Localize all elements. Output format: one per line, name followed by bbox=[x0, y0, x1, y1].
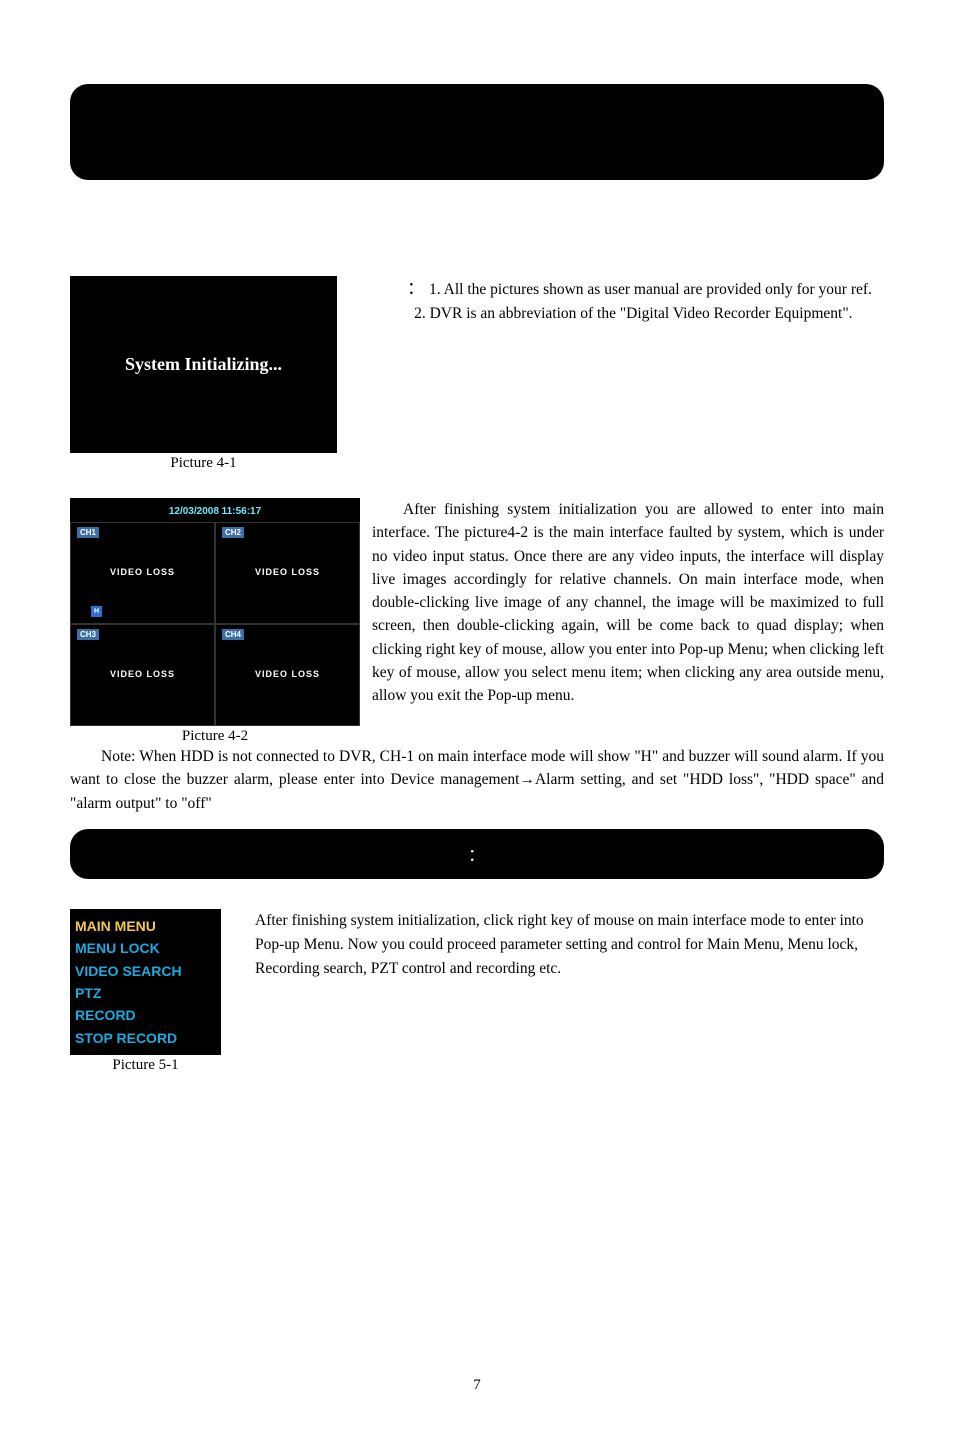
pic51-caption: Picture 5-1 bbox=[70, 1057, 221, 1074]
menu-item-5: STOP RECORD bbox=[75, 1027, 216, 1049]
pic42-timestamp: 12/03/2008 11:56:17 bbox=[70, 506, 360, 517]
note1: 1. All the pictures shown as user manual… bbox=[429, 281, 872, 298]
quad-ch2: CH2 VIDEO LOSS bbox=[215, 522, 360, 624]
pic41-side-text: ： 1. All the pictures shown as user manu… bbox=[349, 276, 884, 472]
ch1-label: CH1 bbox=[77, 527, 99, 538]
quad-ch1: CH1 VIDEO LOSS H bbox=[70, 522, 215, 624]
ch1-vloss: VIDEO LOSS bbox=[71, 567, 214, 577]
page-number: 7 bbox=[0, 1377, 954, 1394]
menu-item-1: MENU LOCK bbox=[75, 937, 216, 959]
pic51-side-text: After finishing system initialization, c… bbox=[255, 909, 884, 1074]
pic42-col: 12/03/2008 11:56:17 CH1 VIDEO LOSS H CH2… bbox=[70, 498, 360, 745]
ch3-label: CH3 bbox=[77, 629, 99, 640]
pic51-col: MAIN MENU MENU LOCK VIDEO SEARCH PTZ REC… bbox=[70, 909, 221, 1074]
quad-ch3: CH3 VIDEO LOSS bbox=[70, 624, 215, 726]
pic41-caption: Picture 4-1 bbox=[70, 455, 337, 472]
pic42-screenshot: 12/03/2008 11:56:17 CH1 VIDEO LOSS H CH2… bbox=[70, 498, 360, 726]
colon: ： bbox=[407, 279, 425, 298]
pic41-screenshot: System Initializing... bbox=[70, 276, 337, 453]
section-header-bar bbox=[70, 84, 884, 180]
pic41-text: System Initializing... bbox=[125, 354, 282, 375]
pic42-caption: Picture 4-2 bbox=[70, 728, 360, 745]
ch2-vloss: VIDEO LOSS bbox=[216, 567, 359, 577]
menu-item-3: PTZ bbox=[75, 982, 216, 1004]
ch3-vloss: VIDEO LOSS bbox=[71, 669, 214, 679]
para51: After finishing system initialization, c… bbox=[255, 909, 884, 981]
quad-ch4: CH4 VIDEO LOSS bbox=[215, 624, 360, 726]
ch2-label: CH2 bbox=[222, 527, 244, 538]
menu-item-4: RECORD bbox=[75, 1004, 216, 1026]
section-header-bar-2: ： bbox=[70, 829, 884, 879]
menu-item-2: VIDEO SEARCH bbox=[75, 960, 216, 982]
pic42-quad: CH1 VIDEO LOSS H CH2 VIDEO LOSS CH3 VIDE… bbox=[70, 522, 360, 726]
row-pic51: MAIN MENU MENU LOCK VIDEO SEARCH PTZ REC… bbox=[70, 879, 884, 1074]
note2: 2. DVR is an abbreviation of the "Digita… bbox=[414, 305, 852, 322]
para42-below: Note: When HDD is not connected to DVR, … bbox=[70, 745, 884, 815]
row-pic42: 12/03/2008 11:56:17 CH1 VIDEO LOSS H CH2… bbox=[70, 472, 884, 745]
ch4-label: CH4 bbox=[222, 629, 244, 640]
pic41-col: System Initializing... Picture 4-1 bbox=[70, 180, 337, 472]
bar2-colon: ： bbox=[468, 841, 486, 866]
pic51-screenshot: MAIN MENU MENU LOCK VIDEO SEARCH PTZ REC… bbox=[70, 909, 221, 1055]
row-pic41: System Initializing... Picture 4-1 ： 1. … bbox=[70, 180, 884, 472]
pic42-side-text: After finishing system initialization yo… bbox=[372, 498, 884, 745]
para42: After finishing system initialization yo… bbox=[372, 498, 884, 707]
h-badge: H bbox=[91, 606, 102, 617]
menu-item-0: MAIN MENU bbox=[75, 915, 216, 937]
ch4-vloss: VIDEO LOSS bbox=[216, 669, 359, 679]
